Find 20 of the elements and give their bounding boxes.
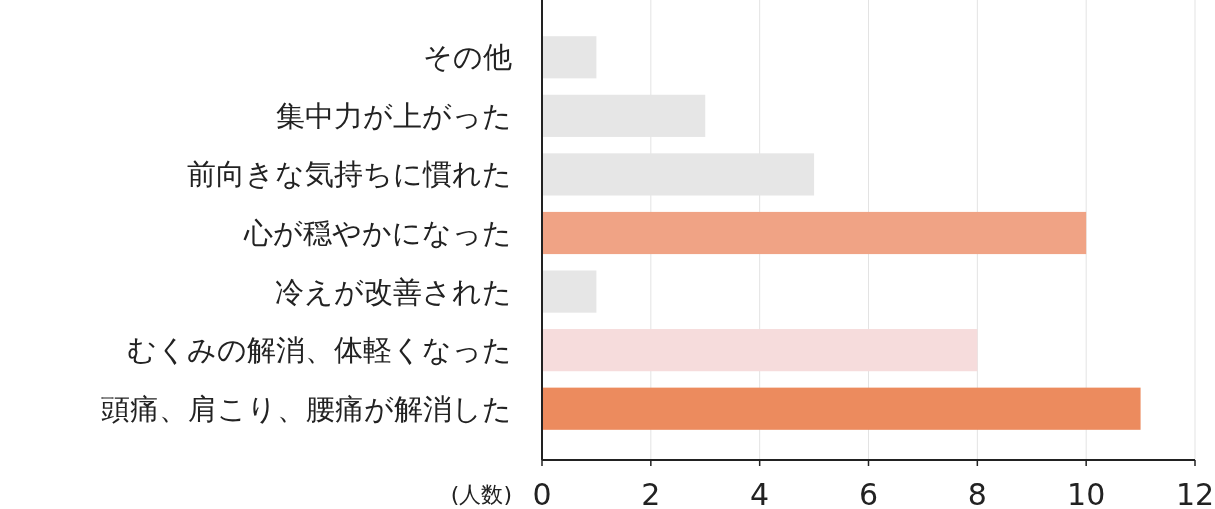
x-tick-label: 6: [858, 476, 879, 509]
y-tick-label: 前向きな気持ちに慣れた: [187, 157, 512, 192]
y-tick-label: 冷えが改善された: [275, 274, 512, 309]
x-tick-label: 10: [1067, 476, 1106, 509]
y-tick-label: むくみの解消、体軽くなった: [127, 333, 512, 368]
y-tick-label: その他: [423, 40, 512, 75]
bar: [542, 387, 1141, 430]
x-tick-label: 0: [532, 476, 552, 509]
bar: [542, 329, 978, 372]
bar: [542, 270, 597, 313]
x-tick-label: 4: [750, 476, 770, 509]
x-tick-label: 8: [967, 476, 987, 509]
x-tick-label: 12: [1175, 476, 1215, 509]
y-tick-label: 集中力が上がった: [276, 98, 512, 133]
x-tick-label: 2: [641, 476, 661, 509]
bar: [542, 211, 1087, 255]
x-axis-title: (人数): [450, 481, 512, 507]
y-tick-label: 頭痛、肩こり、腰痛が解消した: [101, 391, 512, 426]
y-tick-label: 心が穏やかになった: [243, 216, 512, 250]
bar: [542, 36, 597, 79]
